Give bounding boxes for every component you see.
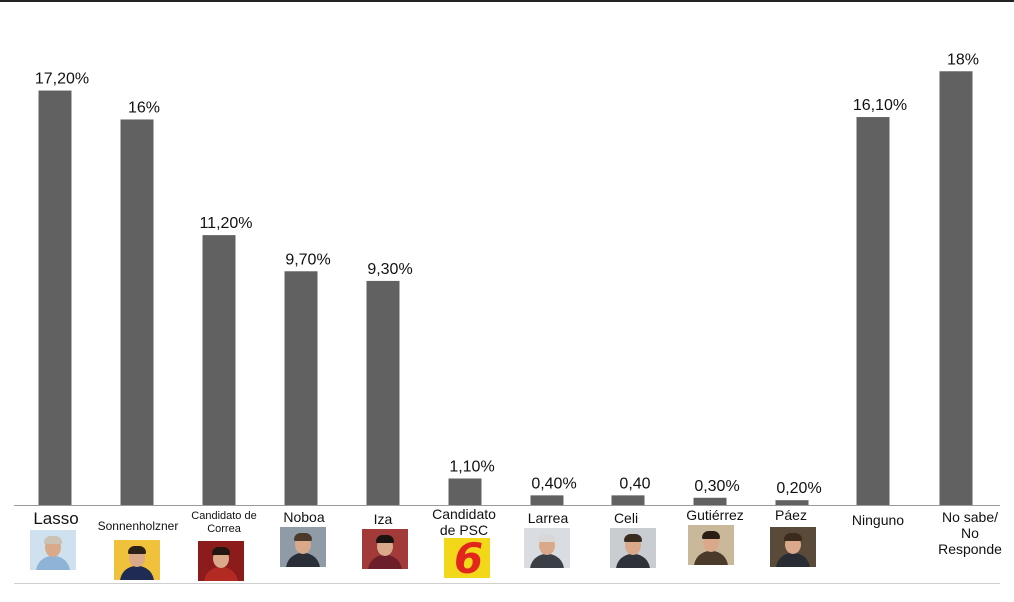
bar-3: [284, 271, 318, 505]
portrait-photo-sonnenholzner: [114, 540, 160, 580]
photo-hair: [44, 536, 62, 544]
data-label-5: 1,10%: [449, 458, 494, 475]
photo-hair: [702, 531, 720, 539]
portrait-photo-correa-candidate: [198, 541, 244, 581]
category-label-1: Sonnenholzner: [97, 519, 179, 533]
photo-hair: [538, 534, 556, 542]
bar-11: [939, 71, 973, 505]
bar-6: [530, 495, 564, 505]
photo-clothing: [616, 554, 650, 568]
category-label-2: Candidato de Correa: [191, 510, 257, 535]
photo-hair: [784, 533, 802, 541]
bar-4: [366, 280, 400, 505]
bar-10: [856, 117, 890, 506]
photo-clothing: [776, 553, 810, 567]
data-label-2: 11,20%: [199, 215, 252, 232]
photo-clothing: [36, 556, 70, 570]
data-label-6: 0,40%: [531, 475, 576, 492]
portrait-photo-larrea: [524, 528, 570, 568]
category-label-10: Ninguno: [851, 512, 905, 528]
category-label-4: Iza: [373, 511, 393, 527]
photo-clothing: [286, 553, 320, 567]
photo-hair: [624, 534, 642, 542]
logo-six-glyph: 6: [454, 538, 484, 578]
portrait-photo-paez: [770, 527, 816, 567]
data-label-1: 16%: [128, 99, 160, 116]
category-label-8: Gutiérrez: [686, 507, 744, 523]
category-label-0: Lasso: [33, 509, 79, 528]
portrait-photo-lasso: [30, 530, 76, 570]
photo-clothing: [530, 554, 564, 568]
psc-list-6-logo: 6: [444, 538, 490, 578]
data-label-8: 0,30%: [694, 478, 739, 495]
data-label-10: 16,10%: [853, 97, 907, 114]
category-label-6: Larrea: [527, 510, 569, 526]
photo-clothing: [204, 567, 238, 581]
portrait-photo-noboa: [280, 527, 326, 567]
bar-7: [611, 495, 645, 505]
data-label-3: 9,70%: [285, 251, 330, 268]
category-label-9: Páez: [775, 507, 807, 523]
bar-2: [202, 235, 236, 505]
photo-clothing: [368, 555, 402, 569]
portrait-photo-iza: [362, 529, 408, 569]
bar-9: [775, 500, 809, 505]
photo-hair: [376, 535, 394, 543]
photo-clothing: [694, 551, 728, 565]
photo-clothing: [120, 566, 154, 580]
bar-5: [448, 478, 482, 505]
data-label-0: 17,20%: [35, 71, 89, 88]
top-border-rule: [0, 0, 1014, 2]
data-label-11: 18%: [947, 51, 979, 68]
photo-hair: [212, 547, 230, 555]
bar-0: [38, 90, 72, 505]
data-label-7: 0,40: [619, 475, 650, 492]
category-label-5: Candidato de PSC: [432, 506, 496, 538]
category-label-7: Celi: [613, 510, 639, 526]
photo-hair: [294, 533, 312, 541]
bar-1: [120, 119, 154, 506]
category-label-3: Noboa: [283, 509, 325, 525]
portrait-photo-celi: [610, 528, 656, 568]
data-label-9: 0,20%: [776, 480, 821, 497]
bar-8: [693, 497, 727, 505]
data-label-4: 9,30%: [367, 261, 412, 278]
category-label-11: No sabe/ No Responde: [938, 509, 1002, 557]
bottom-border-rule: [14, 583, 1000, 584]
portrait-photo-gutierrez: [688, 525, 734, 565]
photo-hair: [128, 546, 146, 554]
